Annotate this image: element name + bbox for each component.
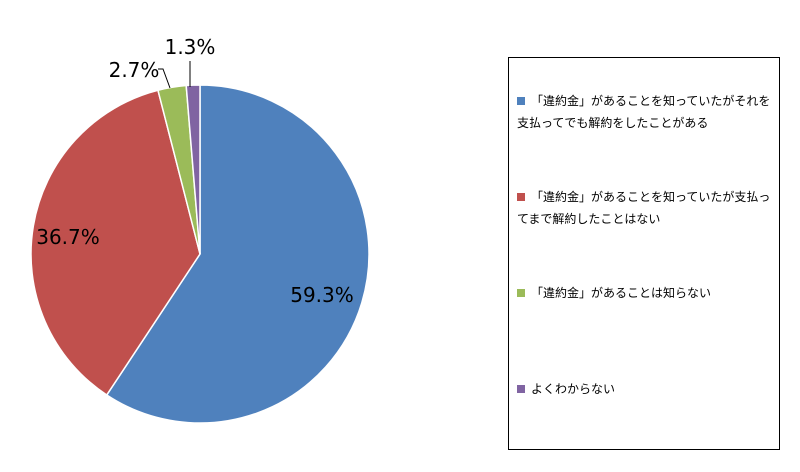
- legend-entry-not-sure: よくわからない: [517, 378, 773, 400]
- legend-label: よくわからない: [531, 382, 616, 396]
- legend-label: 「違約金」があることを知っていたが支払ってまで解約したことはない: [517, 190, 771, 226]
- legend-swatch: [517, 97, 525, 105]
- legend-entry-did-not-know: 「違約金」があることは知らない: [517, 282, 773, 304]
- pie-slice-2: [30, 89, 201, 397]
- legend-entry-knew-not-cancelled: 「違約金」があることを知っていたが支払ってまで解約したことはない: [517, 186, 773, 230]
- slice-value-label-4: 1.3%: [165, 35, 216, 59]
- legend-swatch: [517, 289, 525, 297]
- slice-value-label-1: 59.3%: [290, 283, 354, 307]
- leader-lines: [158, 61, 191, 89]
- legend-label: 「違約金」があることを知っていたがそれを支払ってでも解約をしたことがある: [517, 94, 771, 130]
- legend: 「違約金」があることを知っていたがそれを支払ってでも解約をしたことがある 「違約…: [508, 57, 780, 450]
- legend-swatch: [517, 385, 525, 393]
- pie-slices: [30, 84, 370, 424]
- legend-swatch: [517, 193, 525, 201]
- leader-line-3: [158, 68, 171, 89]
- legend-entry-knew-and-cancelled: 「違約金」があることを知っていたがそれを支払ってでも解約をしたことがある: [517, 90, 773, 134]
- slice-value-label-2: 36.7%: [36, 225, 100, 249]
- pie-slice-1: [105, 84, 370, 424]
- legend-label: 「違約金」があることは知らない: [531, 286, 712, 300]
- data-labels: 59.3% 36.7% 2.7%1.3%: [36, 35, 354, 307]
- slice-value-label-3: 2.7%: [109, 58, 160, 82]
- pie-slice-4: [185, 84, 201, 255]
